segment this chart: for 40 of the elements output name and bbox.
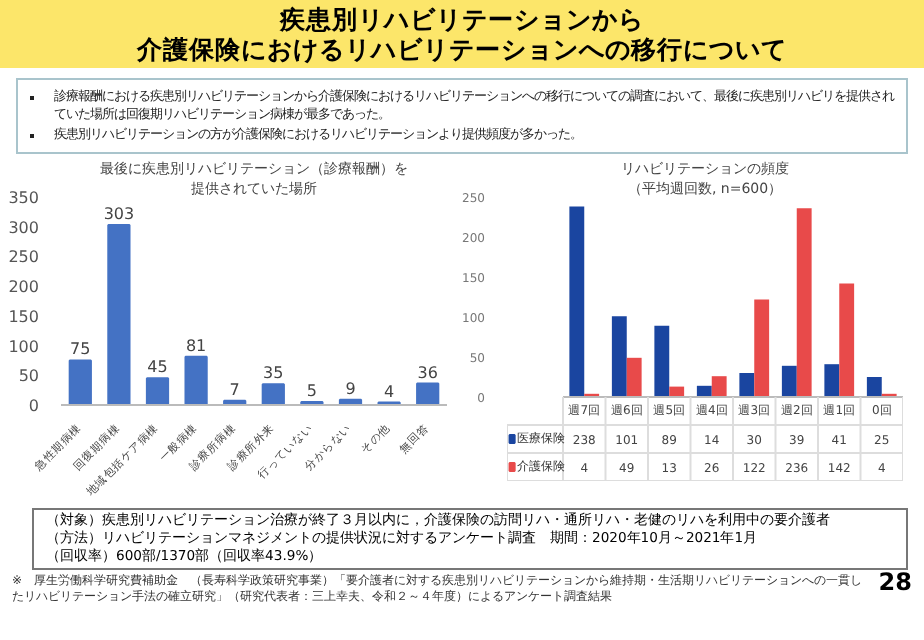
- y-tick-label: 350: [8, 189, 40, 207]
- text: 介護保険におけるリハビリテーションへの移行について: [134, 34, 789, 64]
- text: 疾患別リハビリテーションから: [277, 4, 646, 34]
- y-tick-label: 200: [8, 278, 40, 297]
- bar: [839, 283, 855, 397]
- data-label: 75: [70, 340, 91, 359]
- bar: [754, 299, 770, 397]
- y-tick-label: 0: [28, 397, 40, 415]
- data-label: 36: [417, 363, 438, 382]
- bar: [569, 206, 585, 397]
- data-label: 45: [147, 358, 168, 377]
- bar: [611, 316, 627, 397]
- data-label: 35: [263, 364, 284, 383]
- bar: [145, 377, 170, 405]
- bar: [654, 325, 670, 397]
- bar: [416, 382, 440, 405]
- bar: [781, 365, 797, 397]
- data-label: 81: [185, 336, 207, 355]
- bar: [261, 383, 285, 405]
- data-label: 7: [229, 380, 240, 399]
- data-label: 303: [103, 204, 135, 223]
- bar: [796, 208, 812, 397]
- text: 28: [878, 565, 912, 600]
- bar: [626, 357, 642, 397]
- bar: [696, 385, 712, 397]
- y-tick-label: 300: [8, 218, 40, 237]
- y-tick-label: 150: [8, 307, 40, 326]
- bar: [866, 377, 882, 397]
- bar: [824, 364, 840, 397]
- y-tick-label: 100: [8, 337, 40, 356]
- data-label: 4: [384, 382, 395, 401]
- bar: [711, 376, 727, 397]
- bar: [107, 223, 131, 405]
- bar: [68, 359, 92, 405]
- bar: [739, 373, 755, 397]
- data-label: 9: [345, 379, 356, 398]
- bar: [184, 355, 208, 405]
- y-tick-label: 250: [8, 248, 40, 267]
- data-label: 5: [306, 382, 317, 401]
- y-tick-label: 50: [18, 367, 40, 386]
